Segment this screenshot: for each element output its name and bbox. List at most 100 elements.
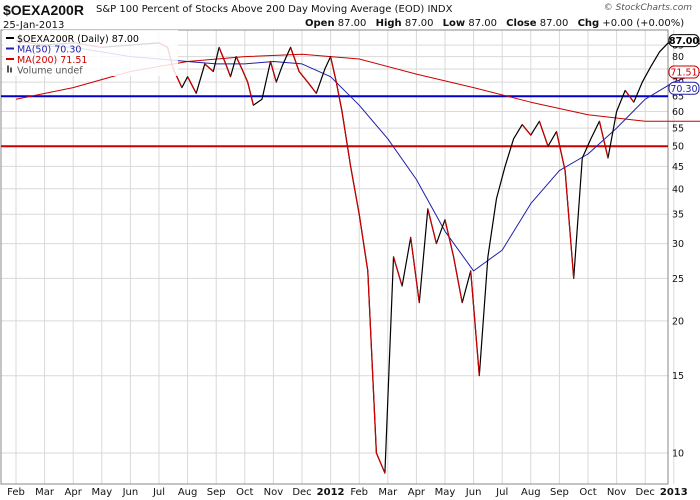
price-decline-segment <box>350 166 360 215</box>
value-tag <box>668 65 700 79</box>
y-tick-label: 55 <box>672 124 684 135</box>
value-tag-label: 71.51 <box>670 68 697 79</box>
series-line-oexa200r <box>15 37 700 474</box>
x-tick-label: Nov <box>264 487 284 498</box>
price-decline-segment <box>392 256 403 287</box>
price-decline-segment <box>521 124 532 136</box>
x-tick-label: Nov <box>607 487 627 498</box>
price-decline-segment <box>341 111 352 167</box>
x-tick-label: 2013 <box>660 487 688 498</box>
price-decline-segment <box>269 61 277 83</box>
legend-label: $OEXA200R (Daily) 87.00 <box>17 34 139 45</box>
x-tick-label: Mar <box>35 487 55 498</box>
price-decline-segment <box>241 68 249 83</box>
price-decline-segment <box>224 61 232 77</box>
low-value: 87.00 <box>468 18 497 29</box>
y-tick-label: 60 <box>672 107 684 118</box>
price-decline-segment <box>187 76 197 94</box>
price-decline-segment <box>375 452 386 474</box>
x-tick-label: Oct <box>579 487 596 498</box>
x-tick-label: Feb <box>350 487 368 498</box>
x-tick-label: May <box>435 487 456 498</box>
high-label: High <box>375 18 402 29</box>
open-label: Open <box>305 18 335 29</box>
x-tick-label: Dec <box>292 487 311 498</box>
price-decline-segment <box>367 270 377 454</box>
y-tick-label: 35 <box>672 210 684 221</box>
price-decline-segment <box>538 121 549 147</box>
legend-label: MA(50) 70.30 <box>17 45 81 56</box>
chg-value: +0.00 (+0.00%) <box>602 18 685 29</box>
legend-label: MA(200) 71.51 <box>17 55 87 66</box>
open-value: 87.00 <box>337 18 367 29</box>
ohlc-readout: Open 87.00 High 87.00 Low 87.00 Close 87… <box>305 18 690 29</box>
legend-label: Volume undef <box>17 66 83 77</box>
y-tick-label: 25 <box>672 274 684 285</box>
price-decline-segment <box>358 214 369 271</box>
y-tick-label: 40 <box>672 184 684 195</box>
price-decline-segment <box>470 270 480 376</box>
price-decline-segment <box>452 256 463 303</box>
chart-symbol: $OEXA200R <box>3 2 84 18</box>
value-tag <box>668 34 700 48</box>
price-decline-segment <box>427 208 438 244</box>
low-label: Low <box>442 18 466 29</box>
x-tick-label: Dec <box>636 487 655 498</box>
x-tick-label: May <box>91 487 112 498</box>
x-tick-label: Apr <box>65 487 83 498</box>
price-decline-segment <box>307 81 317 94</box>
price-decline-segment <box>444 219 455 257</box>
x-tick-label: Oct <box>236 487 253 498</box>
high-value: 87.00 <box>404 18 434 29</box>
price-decline-segment <box>298 71 309 83</box>
chg-label: Chg <box>577 18 600 29</box>
close-value: 87.00 <box>539 18 569 29</box>
x-tick-label: Feb <box>7 487 25 498</box>
series-line-ma50 <box>15 44 700 272</box>
price-decline-segment <box>598 121 609 159</box>
legend-swatch <box>10 67 12 73</box>
x-tick-label: Apr <box>408 487 426 498</box>
value-tag-label: 87.00 <box>669 36 699 47</box>
price-decline-segment <box>289 47 300 72</box>
y-tick-label: 20 <box>672 316 684 327</box>
price-decline-segment <box>564 170 575 279</box>
x-tick-label: Sep <box>550 487 569 498</box>
price-decline-segment <box>335 81 343 112</box>
x-tick-label: Sep <box>207 487 226 498</box>
price-decline-segment <box>247 81 254 106</box>
legend-swatch <box>7 65 9 73</box>
legend-box <box>3 30 178 76</box>
close-label: Close <box>506 18 537 29</box>
x-tick-label: Mar <box>378 487 398 498</box>
price-decline-segment <box>218 47 226 62</box>
price-decline-segment <box>624 90 635 103</box>
price-decline-segment <box>555 131 566 171</box>
x-tick-label: Jul <box>495 487 508 498</box>
y-tick-label: 15 <box>672 371 684 382</box>
x-tick-label: Jun <box>122 487 139 498</box>
y-tick-label: 10 <box>672 449 684 460</box>
y-tick-label: 80 <box>672 52 684 63</box>
chart-description: S&P 100 Percent of Stocks Above 200 Day … <box>96 4 453 15</box>
y-tick-label: 65 <box>672 92 684 103</box>
price-decline-segment <box>204 63 214 72</box>
x-tick-label: Jul <box>152 487 165 498</box>
plot-frame <box>0 29 669 485</box>
x-tick-label: Aug <box>521 487 541 498</box>
price-decline-segment <box>410 237 420 303</box>
chart-date: 25-Jan-2013 <box>3 20 65 31</box>
x-tick-label: Jun <box>465 487 482 498</box>
price-decline-segment <box>235 56 243 70</box>
value-tag-label: 70.30 <box>670 84 697 95</box>
price-decline-segment <box>330 56 337 83</box>
value-tag <box>668 81 700 95</box>
y-tick-label: 45 <box>672 162 684 173</box>
x-tick-label: Aug <box>178 487 198 498</box>
brand-watermark: © StockCharts.com <box>603 3 692 13</box>
y-tick-label: 30 <box>672 239 684 250</box>
y-tick-label: 50 <box>672 142 684 153</box>
x-tick-label: 2012 <box>317 487 345 498</box>
